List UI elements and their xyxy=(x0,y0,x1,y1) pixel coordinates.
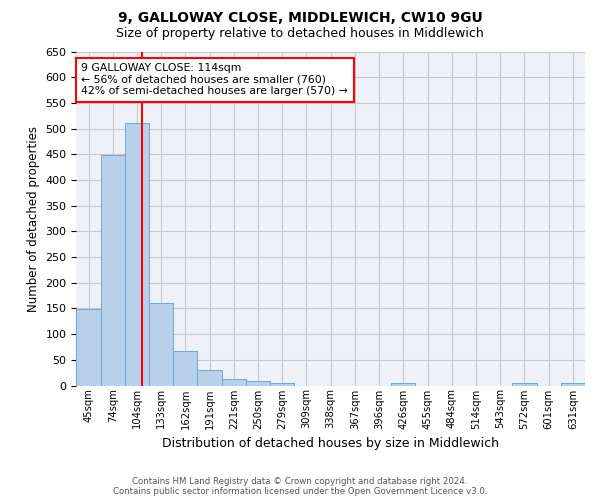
Text: 9 GALLOWAY CLOSE: 114sqm
← 56% of detached houses are smaller (760)
42% of semi-: 9 GALLOWAY CLOSE: 114sqm ← 56% of detach… xyxy=(82,63,349,96)
Bar xyxy=(125,124,149,386)
X-axis label: Distribution of detached houses by size in Middlewich: Distribution of detached houses by size … xyxy=(162,437,499,450)
Bar xyxy=(222,379,246,386)
Bar xyxy=(512,383,536,386)
Bar xyxy=(246,382,270,386)
Bar xyxy=(101,156,125,386)
Bar xyxy=(149,304,173,386)
Text: Contains HM Land Registry data © Crown copyright and database right 2024.
Contai: Contains HM Land Registry data © Crown c… xyxy=(113,476,487,496)
Bar xyxy=(173,350,197,386)
Bar xyxy=(197,370,222,386)
Text: Size of property relative to detached houses in Middlewich: Size of property relative to detached ho… xyxy=(116,28,484,40)
Y-axis label: Number of detached properties: Number of detached properties xyxy=(27,126,40,312)
Bar xyxy=(391,383,415,386)
Bar xyxy=(76,310,101,386)
Bar xyxy=(270,383,295,386)
Text: 9, GALLOWAY CLOSE, MIDDLEWICH, CW10 9GU: 9, GALLOWAY CLOSE, MIDDLEWICH, CW10 9GU xyxy=(118,11,482,25)
Bar xyxy=(561,383,585,386)
